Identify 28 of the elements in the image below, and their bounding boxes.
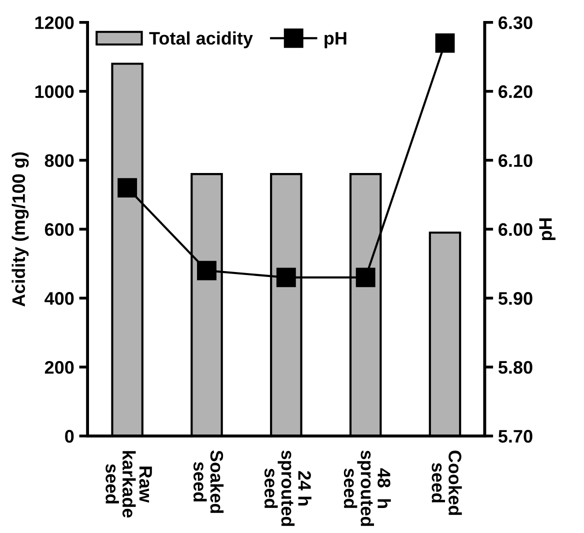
- legend-label: pH: [324, 32, 346, 48]
- legend-label: Total acidity: [149, 31, 253, 48]
- y-tick-label: 800: [44, 154, 74, 167]
- y-tick-label: 1000: [35, 85, 74, 98]
- x-tick-label: 24 h sprouted seed: [264, 450, 312, 526]
- point: [435, 33, 455, 53]
- y2-tick-label: 6.00: [498, 223, 532, 236]
- y2-tick-label: 6.20: [498, 85, 532, 98]
- x-tick-label: Raw karkade seed: [106, 451, 152, 518]
- x-tick-label: Cooked seed: [432, 450, 462, 515]
- point: [197, 260, 216, 280]
- y-tick-label: 400: [44, 292, 74, 305]
- point: [356, 268, 376, 288]
- point: [276, 268, 296, 288]
- y2-tick-label: 5.90: [498, 292, 532, 305]
- x-tick-label: 48 h sprouted seed: [344, 450, 391, 526]
- x-tick-label: Soaked seed: [193, 450, 224, 513]
- y2-axis-title: pH: [539, 218, 556, 240]
- y2-tick-label: 5.70: [498, 430, 532, 443]
- y-axis-title: Acidity (mg/100 g): [12, 152, 29, 306]
- y-tick-label: 0: [65, 430, 74, 443]
- y-tick-label: 1200: [35, 16, 74, 30]
- y2-tick-label: 6.30: [498, 16, 532, 30]
- point: [118, 178, 138, 198]
- y-tick-label: 200: [44, 360, 74, 374]
- y-tick-label: 600: [44, 223, 74, 236]
- y2-tick-label: 6.10: [498, 154, 532, 167]
- y2-tick-label: 5.80: [498, 360, 532, 374]
